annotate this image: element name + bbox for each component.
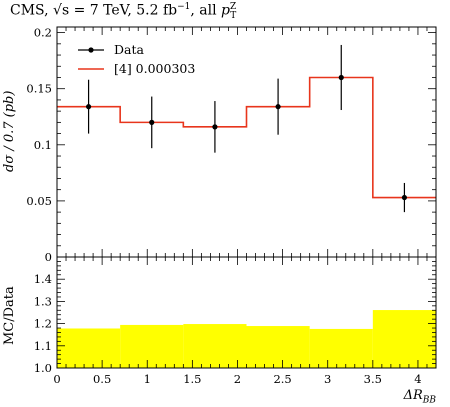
ratio-band-bin (372, 310, 436, 368)
data-point (212, 124, 218, 130)
x-tick-label: 1.5 (183, 372, 201, 386)
x-tick-label: 0.5 (93, 372, 111, 386)
main-y-tick-label: 0.05 (26, 194, 52, 208)
x-axis-label-main: ΔR (403, 388, 423, 403)
ratio-y-tick-label: 1.1 (34, 339, 52, 353)
ratio-band-bin (309, 328, 373, 368)
title-pt-sup: Z (230, 2, 237, 12)
main-y-tick-label: 0.15 (26, 82, 52, 96)
x-tick-label: 0 (53, 372, 60, 386)
chart-title: CMS, √s = 7 TeV, 5.2 fb−1, all pZT (10, 2, 236, 21)
title-pt: p (221, 2, 231, 19)
ratio-band-bin (57, 328, 121, 368)
ratio-y-tick-label: 1.4 (34, 272, 52, 286)
ratio-band-bin (120, 324, 184, 368)
title-energy: = 7 TeV, 5.2 fb (69, 2, 178, 19)
title-lumi-exp: −1 (177, 2, 191, 12)
title-suffix: , all (190, 2, 222, 19)
x-tick-label: 4 (414, 372, 421, 386)
ratio-y-tick-label: 1.3 (34, 294, 52, 308)
data-point (85, 104, 92, 110)
x-tick-label: 3.5 (364, 372, 382, 386)
ratio-y-tick-label: 1.2 (34, 317, 52, 331)
legend-data-label: Data (114, 42, 144, 57)
x-tick-label: 2.5 (273, 372, 291, 386)
x-tick-label: 1 (144, 372, 151, 386)
legend-mc-label: [4] 0.000303 (114, 61, 195, 76)
data-point (401, 194, 408, 201)
data-point (275, 104, 281, 110)
ratio-y-tick-label: 1.0 (34, 361, 52, 375)
title-prefix: CMS, (10, 2, 54, 19)
ratio-band-bin (246, 326, 310, 368)
main-y-tick-label: 0 (45, 250, 52, 264)
x-axis-label: ΔRBB (404, 388, 436, 406)
x-tick-label: 3 (324, 372, 331, 386)
title-sqrt-s: √s (53, 2, 70, 19)
legend-data-marker (88, 47, 94, 53)
mc-step-line (57, 76, 436, 199)
x-axis-label-sub: BB (422, 395, 436, 406)
main-y-tick-label: 0.1 (34, 138, 52, 152)
x-tick-label: 2 (234, 372, 241, 386)
main-y-tick-label: 0.2 (34, 26, 52, 40)
title-pt-sub: T (230, 11, 237, 22)
data-point (149, 119, 155, 125)
data-point (338, 74, 344, 81)
ratio-band-bin (183, 324, 247, 368)
